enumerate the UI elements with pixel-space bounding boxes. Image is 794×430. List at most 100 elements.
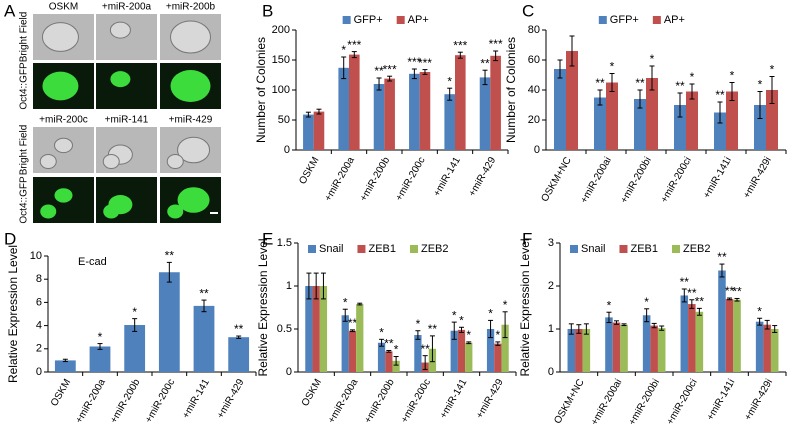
error-bar <box>583 323 589 335</box>
error-bar <box>387 75 393 82</box>
error-bar <box>305 111 311 118</box>
bar <box>566 51 578 150</box>
x-tick-label: +miR-200c <box>143 377 177 425</box>
significance: ** <box>428 322 438 336</box>
y-tick-label: 2 <box>548 280 554 292</box>
colony <box>41 22 79 52</box>
y-tick-label: 50 <box>278 114 290 126</box>
error-bar <box>306 272 312 300</box>
significance: ** <box>680 275 690 289</box>
legend-label: E-cad <box>78 256 107 268</box>
bar <box>444 94 455 150</box>
bar <box>770 329 779 372</box>
bar <box>414 335 422 372</box>
error-bar <box>719 263 725 278</box>
legend-label: GFP+ <box>354 14 383 26</box>
bar <box>650 325 658 372</box>
x-tick-label: +miR-200b <box>358 155 392 203</box>
legend-swatch <box>357 245 366 253</box>
significance: ** <box>732 285 742 299</box>
y-tick-label: 1 <box>548 323 554 335</box>
bar <box>674 105 686 150</box>
error-bar <box>609 73 615 92</box>
error-bar <box>411 68 417 80</box>
row-label: Oct4::GFP <box>19 62 30 110</box>
error-bar <box>689 83 695 100</box>
error-bar <box>576 324 582 334</box>
bar <box>479 77 491 150</box>
bar <box>726 91 738 150</box>
x-tick-label: +miR-200ai <box>589 377 624 427</box>
error-bar <box>166 261 172 283</box>
significance: ** <box>715 88 725 102</box>
bar <box>695 311 704 372</box>
error-bar <box>376 77 382 91</box>
significance: *** <box>407 55 421 69</box>
colony <box>103 204 120 219</box>
error-bar <box>320 272 326 300</box>
error-bar <box>597 89 603 106</box>
significance: *** <box>453 38 467 52</box>
error-bar <box>689 299 695 309</box>
bar <box>686 91 698 150</box>
bar <box>373 84 385 150</box>
bar <box>338 67 349 150</box>
bar <box>486 329 495 372</box>
x-tick-label: +miR-200b <box>363 377 397 425</box>
legend-label: AP+ <box>664 14 685 26</box>
error-bar <box>681 288 687 303</box>
error-bar <box>357 302 363 306</box>
error-bar <box>677 92 683 118</box>
bar <box>754 105 766 150</box>
bar <box>228 337 250 372</box>
legend-label: ZEB1 <box>630 243 658 255</box>
bar <box>54 360 76 372</box>
error-bar <box>764 319 770 330</box>
legend-swatch <box>598 16 607 24</box>
y-axis-label: Number of Colonies <box>254 37 268 143</box>
bar <box>457 329 466 372</box>
significance: * <box>495 328 500 342</box>
x-tick-label: +miR-429i <box>741 155 773 200</box>
x-tick-label: +miR-200a <box>326 377 360 425</box>
error-bar <box>488 319 494 339</box>
x-tick-label: +miR-200ci <box>659 155 694 205</box>
significance: *** <box>418 56 432 70</box>
x-tick-label: +miR-200a <box>323 155 357 203</box>
bar <box>606 82 618 150</box>
bar <box>605 317 613 372</box>
legend-label: GFP+ <box>610 14 639 26</box>
significance: * <box>416 317 421 331</box>
bar <box>303 114 314 150</box>
bar <box>642 315 651 372</box>
error-bar <box>132 318 138 332</box>
y-axis-label: Relative Expression Level <box>6 245 20 383</box>
error-bar <box>451 321 457 340</box>
significance: * <box>644 295 649 309</box>
significance: ** <box>199 286 209 300</box>
bar <box>312 286 320 372</box>
significance: ** <box>384 337 394 351</box>
colony <box>170 20 211 54</box>
significance: ** <box>348 316 358 330</box>
bar <box>377 342 386 372</box>
significance: ** <box>725 284 735 298</box>
colony <box>177 187 210 213</box>
significance: * <box>98 330 103 344</box>
significance: * <box>730 69 735 83</box>
bar <box>714 112 726 150</box>
y-tick-label: 0 <box>548 366 554 378</box>
significance: ** <box>420 342 430 356</box>
significance: * <box>757 304 762 318</box>
error-bar <box>757 91 763 119</box>
significance: * <box>447 74 452 88</box>
column-label: OSKM <box>49 2 78 13</box>
bar <box>193 305 215 372</box>
x-tick-label: +miR-141 <box>432 155 464 199</box>
error-bar <box>201 299 207 313</box>
x-tick-label: +miR-141 <box>181 377 213 421</box>
error-bar <box>772 325 778 333</box>
bar <box>634 99 646 150</box>
legend-swatch <box>409 245 418 253</box>
error-bar <box>569 35 575 67</box>
